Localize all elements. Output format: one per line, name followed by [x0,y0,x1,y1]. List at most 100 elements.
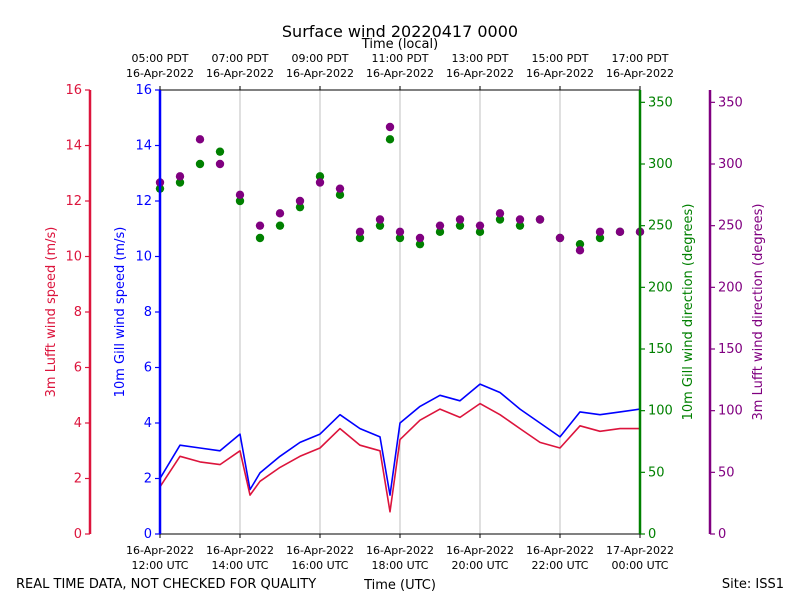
10m-gill-wind-direction-point [315,172,325,181]
bottom-tick-date: 16-Apr-2022 [286,544,354,557]
top-tick-date: 16-Apr-2022 [286,67,354,80]
10m-gill-wind-speed-line [159,383,641,496]
top-tick-date: 16-Apr-2022 [206,67,274,80]
3m-lufft-wind-direction-point [255,221,265,230]
lufft-direction-axis-tick-label: 150 [718,342,743,357]
lufft-speed-axis-tick-label: 10 [65,250,82,265]
10m-gill-wind-direction-point [595,233,605,243]
3m-lufft-wind-direction-point [215,159,225,169]
top-tick-date: 16-Apr-2022 [606,67,674,80]
top-tick-date: 16-Apr-2022 [126,67,194,80]
lufft-speed-axis-tick-label: 4 [74,416,82,431]
top-tick-date: 16-Apr-2022 [526,67,594,80]
bottom-tick-time: 20:00 UTC [451,559,508,572]
bottom-tick-time: 00:00 UTC [611,559,668,572]
3m-lufft-wind-direction-point [385,122,395,132]
gill-speed-axis-tick-label: 8 [144,305,152,320]
gill-speed-axis-tick-label: 14 [135,139,152,154]
top-tick-time: 07:00 PDT [211,52,268,65]
bottom-tick-date: 16-Apr-2022 [446,544,514,557]
3m-lufft-wind-direction-point [415,233,425,243]
3m-lufft-wind-direction-point [315,178,325,187]
lufft-direction-axis-tick-label: 350 [718,95,743,110]
lufft-direction-axis-tick-label: 300 [718,157,743,172]
gill-direction-axis-tick-label: 250 [648,219,673,234]
series-layer [155,122,645,513]
lufft-speed-axis-tick-label: 6 [74,361,82,376]
10m-gill-wind-direction-point [335,190,345,200]
10m-gill-wind-direction-point [375,221,385,230]
lufft-speed-axis-tick-label: 8 [74,305,82,320]
gill-direction-axis-tick-label: 150 [648,342,673,357]
lufft-direction-axis-tick-label: 0 [718,527,726,542]
lufft-direction-axis-label: 3m Lufft wind direction (degrees) [751,204,766,421]
3m-lufft-wind-direction-point [595,227,605,237]
bottom-tick-time: 22:00 UTC [531,559,588,572]
gill-direction-axis-tick-label: 0 [648,527,656,542]
lufft-direction-axis-tick-label: 50 [718,465,735,480]
bottom-tick-date: 17-Apr-2022 [606,544,674,557]
3m-lufft-wind-direction-point [375,215,385,224]
3m-lufft-wind-direction-point [235,190,245,200]
bottom-tick-date: 16-Apr-2022 [366,544,434,557]
gill-speed-axis-tick-label: 16 [135,83,152,98]
top-tick-time: 05:00 PDT [131,52,188,65]
lufft-speed-axis-tick-label: 0 [74,527,82,542]
time-ticks: 16-Apr-2022 12:00 UTC 16-Apr-2022 14:00 UTC… [126,52,674,572]
gill-direction-axis-tick-label: 100 [648,404,673,419]
axes-layer: 0 2 4 6 8 10 12 14 16 3m Lufft wind speed (m/s) 0 2… [44,83,766,542]
bottom-tick-time: 16:00 UTC [291,559,348,572]
gill-speed-axis-tick-label: 0 [144,527,152,542]
10m-gill-wind-direction-point [515,221,525,230]
gill-speed-axis-tick-label: 4 [144,416,152,431]
3m-lufft-wind-direction-point [295,196,305,206]
gridlines [239,90,561,534]
gill-speed-axis-tick-label: 2 [144,472,152,487]
gill-direction-axis-tick-label: 300 [648,157,673,172]
lufft-speed-axis-tick-label: 16 [65,83,82,98]
bottom-tick-date: 16-Apr-2022 [206,544,274,557]
gill-direction-axis-label: 10m Gill wind direction (degrees) [681,204,696,421]
gill-speed-axis-label: 10m Gill wind speed (m/s) [113,227,128,398]
gill-direction-axis-tick-label: 200 [648,280,673,295]
top-axis-label: Time (local) [361,37,438,52]
3m-lufft-wind-direction-point [395,227,405,237]
bottom-tick-time: 18:00 UTC [371,559,428,572]
10m-gill-wind-direction-point [275,221,285,230]
10m-gill-wind-direction-point [495,215,505,224]
10m-gill-wind-direction-point [215,147,225,156]
10m-gill-wind-direction-point [355,233,365,243]
bottom-tick-date: 16-Apr-2022 [526,544,594,557]
3m-lufft-wind-direction-point [515,215,525,224]
10m-gill-wind-direction-point [455,221,465,230]
quality-disclaimer: REAL TIME DATA, NOT CHECKED FOR QUALITY [16,577,316,592]
3m-lufft-wind-direction-point [175,172,185,181]
top-tick-time: 13:00 PDT [451,52,508,65]
10m-gill-wind-direction-point [175,178,185,187]
3m-lufft-wind-direction-point [355,227,365,237]
3m-lufft-wind-direction-point [195,135,205,144]
10m-gill-wind-direction-point [295,202,305,212]
lufft-speed-axis-tick-label: 14 [65,139,82,154]
lufft-speed-axis-label: 3m Lufft wind speed (m/s) [44,227,59,398]
3m-lufft-wind-direction-point [435,221,445,230]
3m-lufft-wind-direction-point [495,209,505,218]
10m-gill-wind-direction-point [255,233,265,243]
top-tick-date: 16-Apr-2022 [446,67,514,80]
top-tick-time: 15:00 PDT [531,52,588,65]
3m-lufft-wind-direction-point [335,184,345,193]
gill-speed-axis-tick-label: 6 [144,361,152,376]
lufft-direction-axis-tick-label: 250 [718,219,743,234]
x-axis-label: Time (UTC) [363,578,436,593]
3m-lufft-wind-direction-point [615,227,625,237]
10m-gill-wind-direction-point [385,135,395,144]
bottom-tick-time: 14:00 UTC [211,559,268,572]
site-label: Site: ISS1 [722,577,784,592]
3m-lufft-wind-direction-point [535,215,545,224]
top-tick-time: 11:00 PDT [371,52,428,65]
bottom-tick-time: 12:00 UTC [131,559,188,572]
lufft-speed-axis-tick-label: 12 [65,194,82,209]
3m-lufft-wind-direction-point [475,221,485,230]
3m-lufft-wind-direction-point [555,233,565,243]
